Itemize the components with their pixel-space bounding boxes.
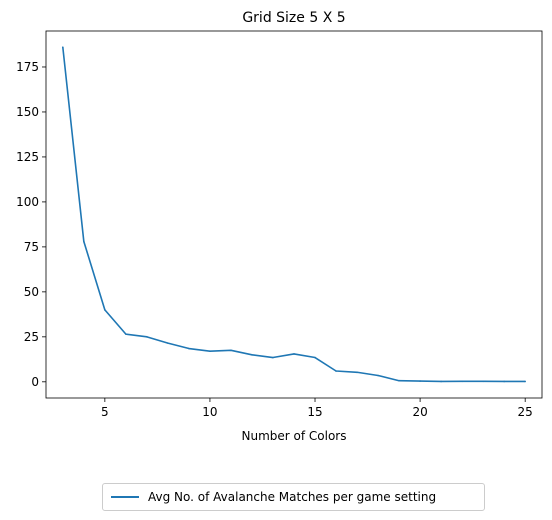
data-point	[377, 374, 379, 377]
data-point	[503, 380, 505, 383]
data-point	[125, 333, 127, 335]
x-tick-label: 20	[412, 405, 427, 419]
data-point	[398, 379, 400, 382]
data-point	[440, 380, 442, 383]
y-tick-label: 25	[24, 330, 39, 344]
legend: Avg No. of Avalanche Matches per game se…	[102, 483, 485, 511]
x-tick-label: 5	[101, 405, 109, 419]
x-tick-label: 25	[518, 405, 533, 419]
data-point	[272, 356, 274, 359]
x-tick-label: 10	[202, 405, 217, 419]
legend-entry: Avg No. of Avalanche Matches per game se…	[148, 490, 437, 504]
series-line	[62, 47, 526, 383]
y-tick-label: 175	[16, 60, 39, 74]
data-point	[419, 380, 421, 382]
data-point	[188, 347, 190, 350]
data-point	[230, 349, 232, 352]
y-tick-label: 75	[24, 240, 39, 254]
data-point	[251, 354, 253, 356]
data-point	[293, 353, 295, 355]
legend-swatch	[111, 496, 139, 498]
plot-frame	[45, 30, 543, 399]
data-point	[146, 336, 148, 338]
y-tick-label: 150	[16, 105, 39, 119]
data-point	[335, 370, 337, 372]
data-point	[209, 350, 211, 353]
chart-title: Grid Size 5 X 5	[242, 10, 345, 26]
data-point	[482, 380, 484, 383]
y-axis: 0 25 50 75 100 125 150 175	[16, 60, 46, 389]
data-point	[461, 380, 463, 383]
x-axis: 5 10 15 20 25	[101, 398, 533, 419]
x-axis-label: Number of Colors	[242, 429, 347, 443]
y-tick-label: 125	[16, 150, 39, 164]
data-point	[83, 240, 85, 243]
x-tick-label: 15	[307, 405, 322, 419]
data-point	[167, 342, 169, 344]
y-tick-label: 100	[16, 195, 39, 209]
data-point	[524, 380, 526, 383]
series-points	[62, 46, 526, 383]
data-point	[356, 371, 358, 374]
y-tick-label: 0	[31, 375, 39, 389]
data-point	[314, 356, 316, 359]
y-tick-label: 50	[24, 285, 39, 299]
data-point	[104, 309, 106, 311]
data-point	[62, 46, 64, 48]
